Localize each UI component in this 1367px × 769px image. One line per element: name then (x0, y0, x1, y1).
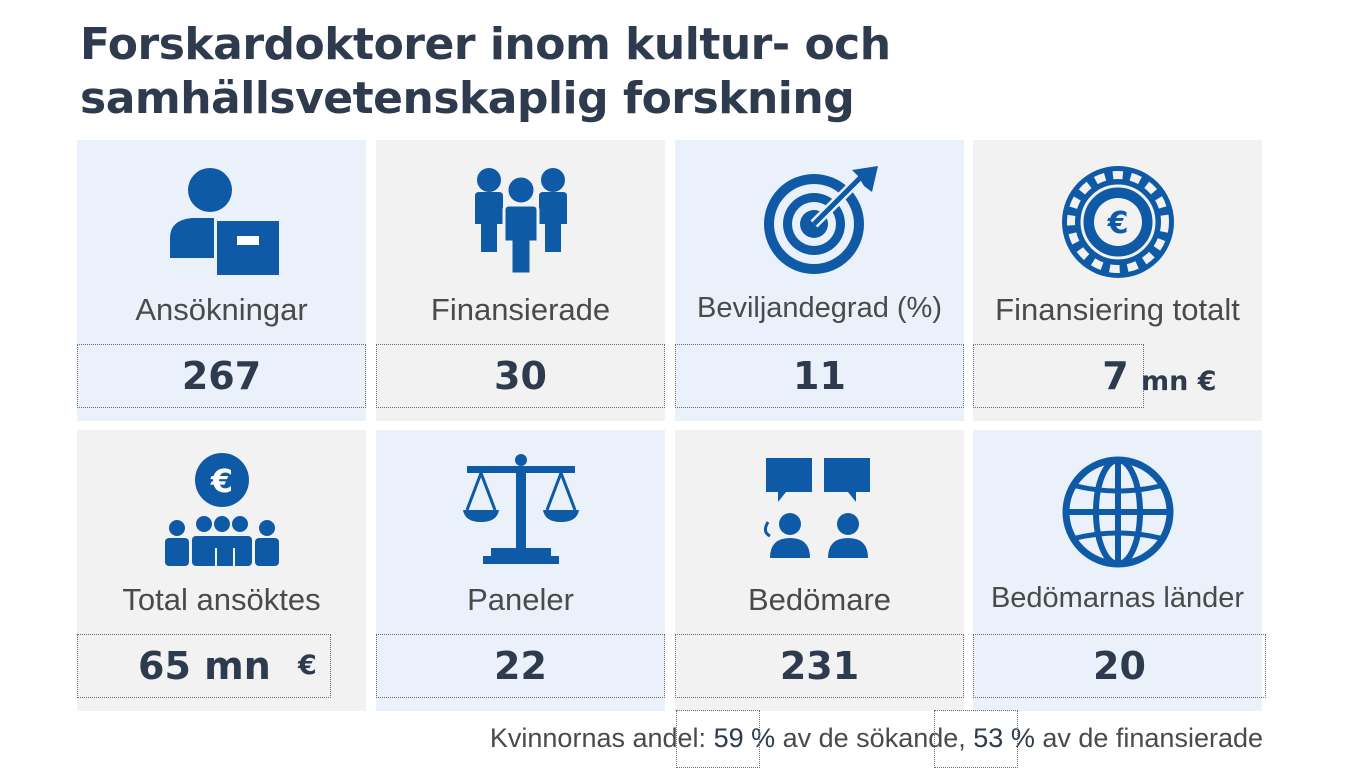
tile-grant-rate: Beviljandegrad (%) 11 (675, 140, 964, 421)
title-line-2: samhällsvetenskaplig forskning (80, 73, 855, 124)
tile-label: Ansökningar (135, 292, 308, 327)
tile-value: 30 (494, 354, 547, 398)
tile-value-box: 11 (675, 344, 964, 408)
tile-value-box: 231 (675, 634, 964, 698)
svg-text:€: € (1106, 206, 1128, 241)
tile-value-box: 65 mn € (77, 634, 331, 698)
tile-applications: Ansökningar 267 (77, 140, 366, 421)
euro-people-icon: € (77, 452, 366, 572)
footer-suffix: av de finansierade (1042, 723, 1263, 753)
tile-value: 7 (1102, 354, 1129, 398)
tile-label: Beviljandegrad (%) (696, 292, 942, 324)
tile-value: 231 (779, 644, 860, 688)
footer-pct-box-2 (934, 710, 1018, 768)
tile-value: 11 (793, 354, 846, 398)
tile-unit: € (298, 650, 317, 681)
footer-pct-box-1 (676, 710, 760, 768)
tile-value-box: 20 (973, 634, 1266, 698)
tile-value-box: 30 (376, 344, 665, 408)
tile-total-funding: € Finansiering totalt 7 mn € (973, 140, 1262, 421)
tile-value: 22 (494, 644, 547, 688)
tile-value: 267 (181, 354, 262, 398)
tile-label: Total ansöktes (122, 582, 321, 617)
tile-value: 65 mn (138, 644, 271, 688)
tile-label: Finansiering totalt (995, 292, 1240, 327)
globe-icon (973, 452, 1262, 572)
tile-label: Bedömare (747, 582, 892, 617)
target-icon (675, 162, 964, 282)
tile-value-box: 267 (77, 344, 366, 408)
tile-panels: Paneler 22 (376, 430, 665, 711)
footer-pct-applicants: 59 % (713, 723, 776, 753)
tile-label: Paneler (467, 582, 574, 617)
reviewers-icon (675, 452, 964, 572)
tile-value-box: 22 (376, 634, 665, 698)
tile-label: Finansierade (430, 292, 611, 327)
tile-reviewer-countries: Bedömarnas länder 20 (973, 430, 1266, 711)
title-line-1: Forskardoktorer inom kultur- och (80, 19, 891, 70)
svg-text:€: € (209, 462, 232, 500)
footer-pct-funded: 53 % (973, 723, 1035, 753)
tile-label: Bedömarnas länder (990, 582, 1245, 614)
people-group-icon (376, 162, 665, 282)
footer-mid: av de sökande, (782, 723, 966, 753)
page-title: Forskardoktorer inom kultur- och samhäll… (80, 18, 980, 126)
euro-coin-icon: € (973, 162, 1262, 282)
tile-unit: mn € (1141, 366, 1217, 397)
tile-value: 20 (1093, 644, 1146, 688)
applicant-icon (77, 162, 366, 282)
tile-total-applied: € Total ansöktes 65 mn € (77, 430, 366, 711)
scales-icon (376, 452, 665, 572)
women-share-note: Kvinnornas andel: 59 % av de sökande, 53… (490, 723, 1263, 754)
tile-funded: Finansierade 30 (376, 140, 665, 421)
tile-value-box: 7 (973, 344, 1144, 408)
tile-reviewers: Bedömare 231 (675, 430, 964, 711)
footer-prefix: Kvinnornas andel: (489, 723, 707, 753)
